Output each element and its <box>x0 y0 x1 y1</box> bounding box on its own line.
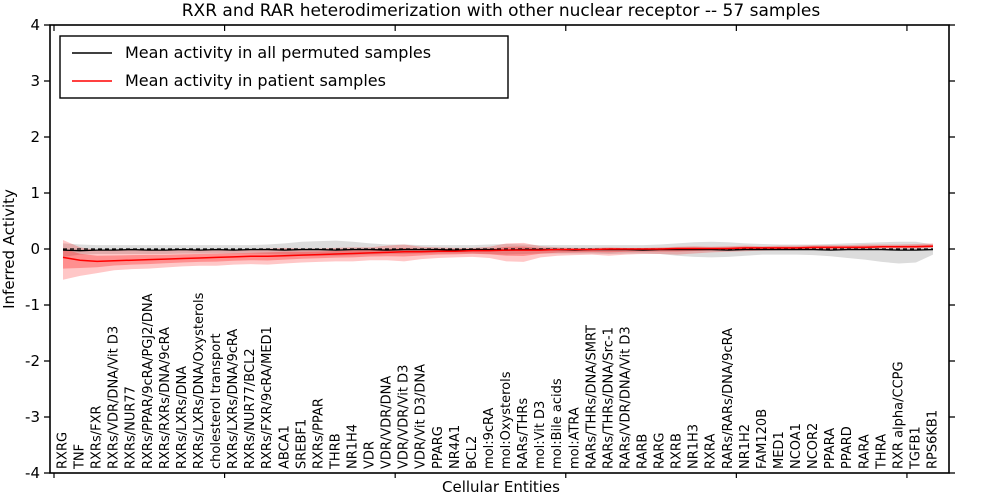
x-tick-label: RARA <box>857 434 872 469</box>
x-tick-label: TGFB1 <box>908 426 923 470</box>
x-tick-label: mol:ATRA <box>567 407 582 469</box>
x-tick-label: RARB <box>636 434 651 469</box>
y-tick-label: 1 <box>30 184 40 202</box>
plot-frame <box>49 24 950 474</box>
x-tick-label: RXRs/PPAR <box>311 398 326 469</box>
y-tick-label: 2 <box>30 128 40 146</box>
x-tick-label: PPARD <box>840 426 855 469</box>
x-tick-label: cholesterol transport <box>209 333 224 469</box>
permuted-range-band <box>63 240 933 264</box>
x-tick-label: RXRs/FXR <box>90 405 105 469</box>
x-tick-label: RXRs/LXRs/DNA <box>175 366 190 469</box>
x-tick-label: MED1 <box>772 431 787 469</box>
x-tick-label: VDR <box>363 441 378 469</box>
y-axis-label: Inferred Activity <box>0 189 18 309</box>
x-tick-label: RXRs/LXRs/DNA/Oxysterols <box>192 292 207 469</box>
x-tick-label: RXRs/VDR/DNA/Vit D3 <box>107 326 122 469</box>
x-tick-label: RXRs/RXRs/DNA/9cRA <box>158 327 173 469</box>
y-tick-labels: 4 3 2 1 0 -1 -2 -3 -4 <box>25 16 40 482</box>
x-axis-label: Cellular Entities <box>442 478 560 496</box>
x-tick-label: RARs/RARs/DNA/9cRA <box>721 328 736 469</box>
x-tick-label: RPS6KB1 <box>926 410 941 469</box>
x-tick-label: mol:9cRA <box>482 407 497 469</box>
x-tick-label: RXRA <box>704 434 719 469</box>
y-tick-label: -1 <box>25 296 40 314</box>
y-tick-label: 4 <box>30 16 40 34</box>
x-tick-label: RXR alpha/CCPG <box>891 361 906 469</box>
x-tick-label: FAM120B <box>755 409 770 469</box>
x-tick-label: NCOR2 <box>806 423 821 469</box>
x-tick-labels: RXRG TNF RXRs/FXR RXRs/VDR/DNA/Vit D3 RXRs/N… <box>56 292 941 470</box>
x-tick-label: RXRs/PPAR/9cRA/PGJ2/DNA <box>141 293 156 469</box>
x-tick-label: SREBF1 <box>294 419 309 469</box>
x-tick-label: BCL2 <box>465 436 480 469</box>
y-tick-label: -3 <box>25 408 40 426</box>
x-tick-label: THRA <box>874 434 889 470</box>
y-tick-label: -2 <box>25 352 40 370</box>
legend-box <box>59 35 509 99</box>
y-tick-label: 3 <box>30 72 40 90</box>
x-tick-label: RARs/THRs/DNA/SMRT <box>584 325 599 469</box>
x-tick-label: NR1H4 <box>346 424 361 469</box>
legend-label-permuted: Mean activity in all permuted samples <box>125 43 431 62</box>
x-tick-label: VDR/VDR/Vit D3 <box>397 365 412 469</box>
x-tick-label: RXRG <box>56 432 71 469</box>
x-tick-label: NCOA1 <box>789 423 804 469</box>
x-tick-label: TNF <box>73 444 88 470</box>
legend-label-patient: Mean activity in patient samples <box>125 71 386 90</box>
x-tick-label: RARG <box>653 432 668 469</box>
x-tick-label: THRB <box>328 433 343 470</box>
x-tick-label: NR1H3 <box>687 424 702 469</box>
x-tick-label: mol:Oxysterols <box>499 371 514 469</box>
axis-ticks <box>44 24 955 478</box>
x-tick-label: RXRs/NUR77/BCL2 <box>243 348 258 469</box>
x-tick-label: NR4A1 <box>448 425 463 469</box>
confidence-bands <box>63 240 933 280</box>
mean-lines <box>62 245 934 263</box>
x-tick-label: RARs/VDR/DNA/Vit D3 <box>618 326 633 469</box>
x-tick-label: RXRs/NUR77 <box>124 386 139 469</box>
x-tick-label: RARs/THRs/DNA/Src-1 <box>601 327 616 469</box>
x-tick-label: RXRs/FXR/9cRA/MED1 <box>260 326 275 469</box>
patient-mean-line <box>62 245 934 263</box>
x-tick-label: VDR/Vit D3/DNA <box>414 364 429 469</box>
x-tick-label: mol:Vit D3 <box>533 401 548 469</box>
chart-title: RXR and RAR heterodimerization with othe… <box>182 1 821 21</box>
x-tick-label: PPARA <box>823 428 838 469</box>
legend: Mean activity in all permuted samples Me… <box>59 35 509 99</box>
x-tick-label: RXRB <box>670 433 685 469</box>
x-tick-label: PPARG <box>431 426 446 469</box>
x-tick-label: RARs/THRs <box>516 398 531 469</box>
y-tick-label: -4 <box>25 464 40 482</box>
x-tick-label: ABCA1 <box>277 425 292 469</box>
x-tick-label: mol:Bile acids <box>550 378 565 469</box>
x-tick-label: NR1H2 <box>738 424 753 469</box>
x-tick-label: RXRs/LXRs/DNA/9cRA <box>226 329 241 469</box>
x-tick-label: VDR/VDR/DNA <box>380 376 395 469</box>
y-tick-label: 0 <box>30 240 40 258</box>
